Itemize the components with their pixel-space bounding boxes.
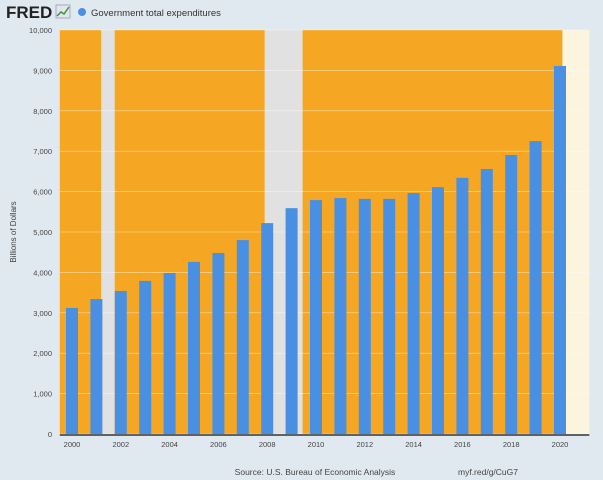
trend-line-icon (55, 4, 71, 19)
header: FRED Government total expenditures (6, 3, 221, 22)
bar-2012 (358, 198, 371, 434)
y-tick-label: 5,000 (33, 228, 52, 237)
bar-2005 (188, 261, 200, 434)
bar-2010 (310, 200, 322, 434)
bar-2014 (407, 193, 420, 434)
x-tick-label: 2016 (454, 440, 471, 449)
y-tick-label: 4,000 (33, 268, 52, 277)
x-tick-label: 2018 (503, 440, 520, 449)
bar-2015 (432, 187, 444, 434)
bar-2018 (505, 155, 518, 434)
bar-2003 (139, 280, 152, 434)
bar-2007 (236, 240, 249, 434)
x-tick-label: 2010 (308, 440, 325, 449)
bar-2009 (285, 208, 298, 434)
bar-2001 (90, 299, 103, 434)
bar-2019 (529, 141, 542, 434)
x-tick-label: 2014 (405, 440, 422, 449)
fred-logo[interactable]: FRED (6, 3, 52, 22)
x-tick-label: 2000 (64, 440, 81, 449)
legend-label: Government total expenditures (91, 8, 221, 19)
legend-marker (78, 8, 86, 16)
y-tick-label: 7,000 (33, 147, 52, 156)
x-tick-label: 2004 (161, 440, 178, 449)
x-tick-label: 2006 (210, 440, 227, 449)
y-tick-label: 0 (48, 430, 52, 439)
bar-2016 (456, 177, 469, 434)
y-tick-label: 2,000 (33, 349, 52, 358)
bar-2008 (261, 223, 274, 434)
bar-2017 (480, 168, 493, 434)
bar-2002 (114, 290, 127, 434)
y-tick-label: 1,000 (33, 390, 52, 399)
x-tick-label: 2012 (356, 440, 373, 449)
bar-2020 (554, 65, 566, 435)
source-text: Source: U.S. Bureau of Economic Analysis (235, 467, 396, 477)
x-tick-label: 2002 (112, 440, 129, 449)
bar-2013 (383, 198, 396, 434)
x-tick-label: 2020 (552, 440, 569, 449)
bar-2011 (334, 198, 347, 434)
y-tick-label: 8,000 (33, 107, 52, 116)
bar-2004 (163, 273, 176, 434)
short-link[interactable]: myf.red/g/CuG7 (458, 467, 518, 477)
y-tick-label: 10,000 (29, 26, 52, 35)
y-tick-label: 6,000 (33, 188, 52, 197)
y-tick-label: 9,000 (33, 66, 52, 75)
y-axis-label: Billions of Dollars (9, 201, 18, 262)
x-tick-label: 2008 (259, 440, 276, 449)
bar-2000 (66, 307, 78, 434)
bar-2006 (212, 253, 225, 434)
y-tick-label: 3,000 (33, 309, 52, 318)
